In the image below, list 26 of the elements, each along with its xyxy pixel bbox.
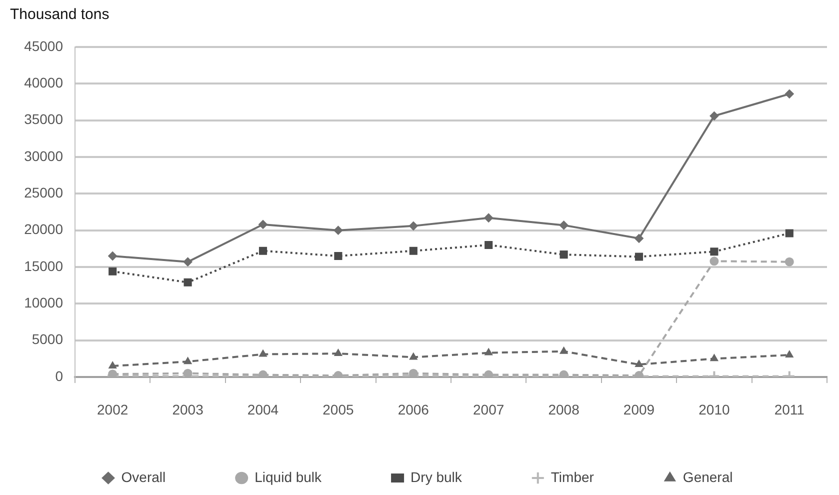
y-axis-title: Thousand tons <box>10 6 110 23</box>
legend-label: Liquid bulk <box>254 468 323 485</box>
x-tick-label: 2009 <box>623 401 655 418</box>
x-tick-label: 2003 <box>172 401 204 418</box>
y-tick-label: 5000 <box>32 331 64 348</box>
y-tick-label: 25000 <box>24 184 64 201</box>
y-tick-label: 15000 <box>24 258 64 274</box>
y-tick-label: 0 <box>55 368 64 384</box>
x-tick-label: 2004 <box>247 401 279 418</box>
y-tick-label: 30000 <box>24 148 64 164</box>
y-tick-label: 20000 <box>24 221 64 238</box>
x-tick-label: 2008 <box>548 401 580 418</box>
legend-label: Overall <box>121 468 166 485</box>
y-tick-label: 40000 <box>24 74 64 91</box>
legend-label: General <box>682 468 733 485</box>
y-tick-label: 35000 <box>24 111 64 128</box>
x-tick-label: 2002 <box>97 401 128 418</box>
y-tick-label: 10000 <box>24 294 64 311</box>
legend-label: Dry bulk <box>410 468 463 485</box>
x-tick-label: 2007 <box>473 401 504 418</box>
x-tick-label: 2006 <box>398 401 430 418</box>
x-tick-label: 2005 <box>322 401 354 418</box>
y-tick-label: 45000 <box>24 38 64 54</box>
x-tick-label: 2010 <box>698 401 730 418</box>
legend-label: Timber <box>550 468 594 485</box>
x-tick-label: 2011 <box>774 401 805 418</box>
